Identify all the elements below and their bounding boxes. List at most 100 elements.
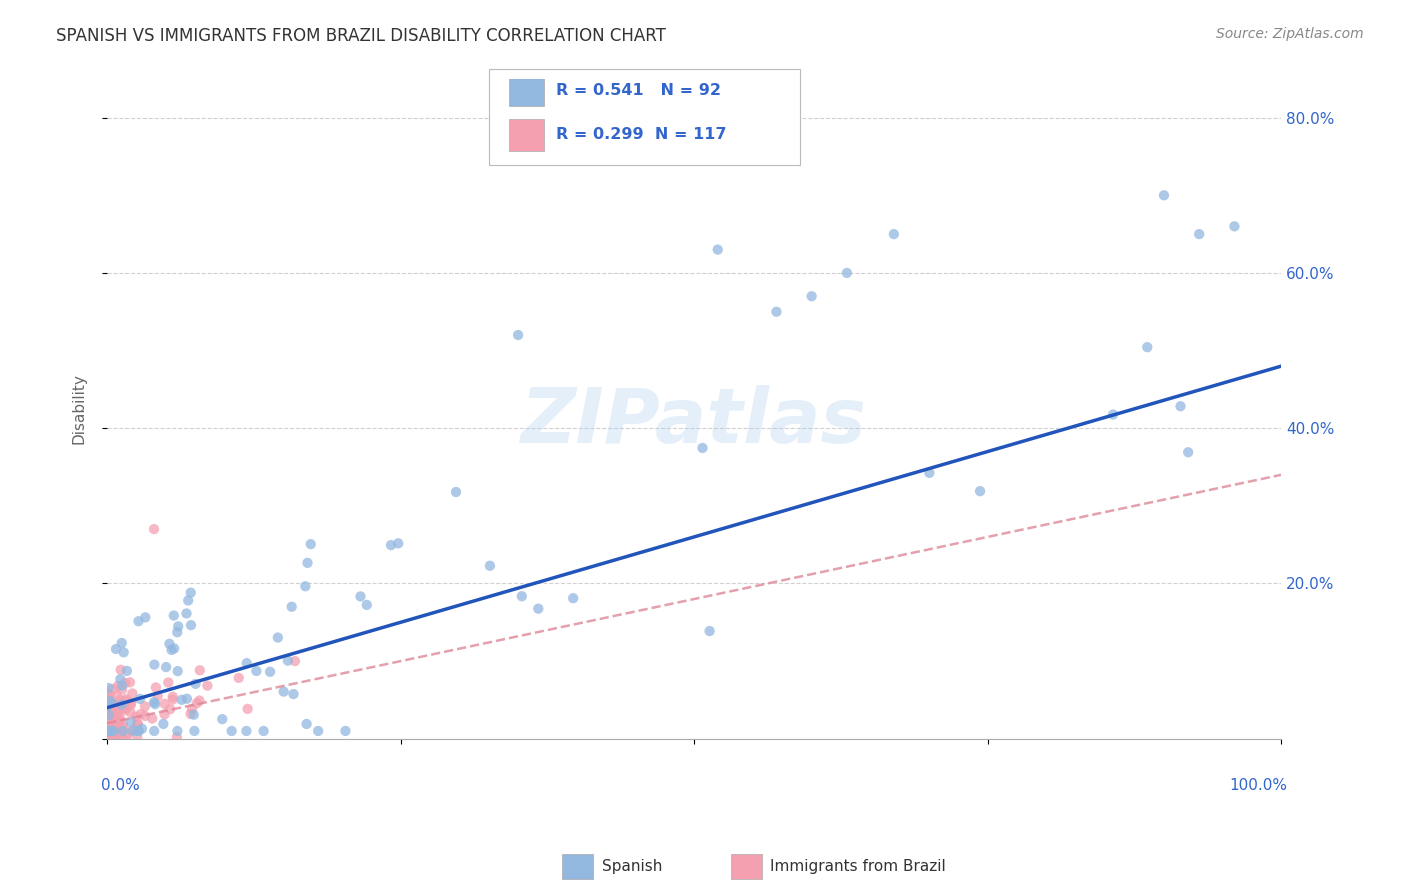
Point <box>478 558 501 573</box>
Point <box>118 675 141 690</box>
Point <box>129 692 152 706</box>
Point <box>706 243 728 257</box>
Point <box>295 717 318 731</box>
Point <box>166 723 188 738</box>
Point <box>115 664 138 678</box>
Point <box>120 698 142 713</box>
Point <box>188 663 211 677</box>
Point <box>111 682 134 697</box>
Point <box>98 730 121 744</box>
Point <box>221 723 243 738</box>
Point <box>120 706 142 720</box>
Point <box>143 522 166 536</box>
Point <box>100 696 122 710</box>
Point <box>111 730 134 744</box>
Point <box>97 708 120 723</box>
Point <box>277 654 299 668</box>
Point <box>96 699 118 714</box>
Point <box>1153 188 1175 202</box>
Point <box>97 698 120 712</box>
Point <box>111 716 134 731</box>
Point <box>107 710 129 724</box>
Point <box>101 723 124 738</box>
Point <box>114 703 136 717</box>
Point <box>186 696 208 710</box>
Point <box>699 624 721 638</box>
Point <box>97 681 120 695</box>
Point <box>98 725 121 739</box>
Point <box>101 723 124 737</box>
Point <box>98 706 121 720</box>
Point <box>197 679 219 693</box>
Point <box>98 730 121 744</box>
Point <box>284 654 307 668</box>
Point <box>152 717 174 731</box>
Point <box>115 730 138 744</box>
Point <box>236 656 259 670</box>
Point <box>103 730 125 744</box>
Point <box>115 692 138 706</box>
Point <box>100 716 122 731</box>
Point <box>96 707 118 722</box>
Point <box>283 687 305 701</box>
Point <box>101 730 124 744</box>
Point <box>180 585 202 599</box>
Point <box>134 709 156 723</box>
Point <box>176 607 198 621</box>
Point <box>228 671 250 685</box>
Point <box>98 706 121 720</box>
Point <box>97 696 120 710</box>
Point <box>1102 408 1125 422</box>
Point <box>104 642 127 657</box>
Text: Source: ZipAtlas.com: Source: ZipAtlas.com <box>1216 27 1364 41</box>
Point <box>969 484 991 499</box>
Point <box>105 688 128 702</box>
Point <box>100 721 122 735</box>
Point <box>97 730 120 744</box>
Point <box>103 723 125 738</box>
Point <box>1170 399 1192 413</box>
Point <box>111 679 134 693</box>
Point <box>96 688 118 702</box>
Point <box>506 328 529 343</box>
Point <box>105 723 128 737</box>
Point <box>103 730 125 744</box>
Point <box>97 699 120 714</box>
Point <box>170 693 193 707</box>
Point <box>103 718 125 732</box>
Point <box>259 665 281 679</box>
FancyBboxPatch shape <box>489 69 800 165</box>
Point <box>800 289 823 303</box>
Point <box>299 537 322 551</box>
Point <box>176 691 198 706</box>
Point <box>444 485 467 500</box>
Point <box>153 707 176 722</box>
Point <box>108 714 131 728</box>
Point <box>110 712 132 726</box>
Point <box>1136 340 1159 354</box>
Point <box>134 699 156 714</box>
Point <box>96 720 118 734</box>
Point <box>180 706 202 721</box>
Point <box>128 614 150 628</box>
Point <box>183 707 205 722</box>
Point <box>96 712 118 726</box>
Point <box>307 723 329 738</box>
Point <box>111 636 134 650</box>
Point <box>166 664 188 678</box>
Point <box>104 721 127 735</box>
Point <box>141 712 163 726</box>
Point <box>97 713 120 727</box>
Point <box>387 536 409 550</box>
Point <box>101 721 124 735</box>
Point <box>166 730 188 744</box>
Point <box>112 645 135 659</box>
Point <box>510 589 533 603</box>
Text: 0.0%: 0.0% <box>101 779 141 793</box>
Point <box>1223 219 1246 234</box>
Point <box>111 702 134 716</box>
Point <box>380 538 402 552</box>
Point <box>103 730 125 744</box>
Point <box>104 698 127 712</box>
Point <box>143 697 166 711</box>
